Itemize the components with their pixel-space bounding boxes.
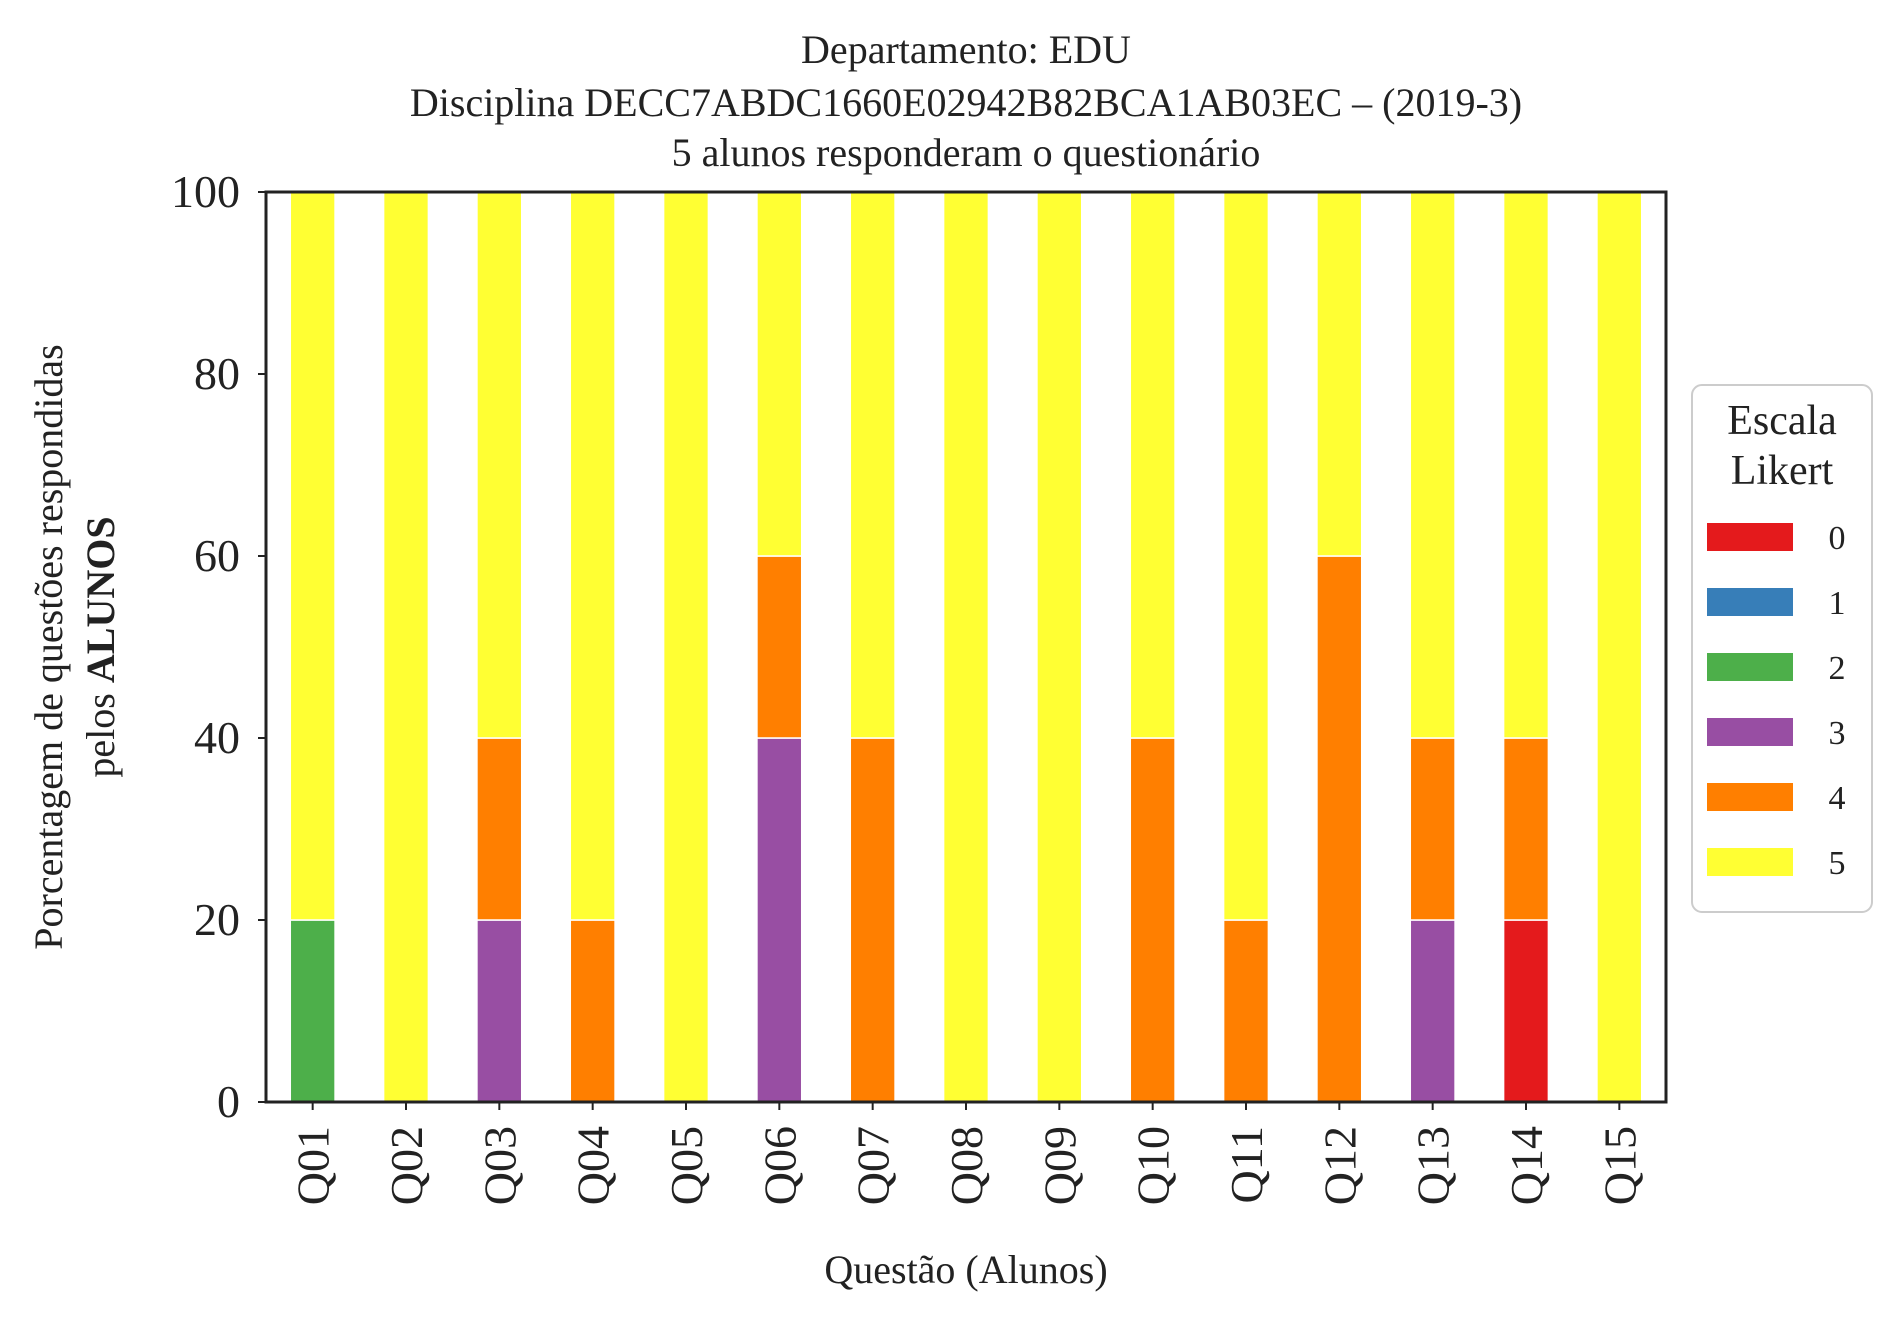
legend-swatch-2 (1707, 653, 1793, 681)
bar-q13-likert-5 (1409, 191, 1456, 739)
x-tick-label-q10: Q10 (1128, 1126, 1179, 1205)
legend-label-5: 5 (1829, 845, 1846, 882)
bar-q13-likert-4 (1409, 737, 1456, 921)
y-axis-label: Porcentagem de questões respondidas pelo… (26, 344, 123, 949)
legend-swatch-4 (1707, 783, 1793, 811)
x-tick-label-q13: Q13 (1408, 1126, 1459, 1205)
legend-label-0: 0 (1829, 520, 1846, 557)
bar-q13-likert-3 (1409, 919, 1456, 1103)
y-tick-label-20: 20 (194, 894, 240, 945)
legend-swatch-0 (1707, 523, 1793, 551)
x-tick-label-q06: Q06 (754, 1126, 805, 1205)
x-tick-label-q01: Q01 (288, 1126, 339, 1205)
bar-q03-likert-3 (476, 919, 523, 1103)
legend-title-line-2: Likert (1731, 448, 1834, 494)
legend-label-1: 1 (1829, 585, 1846, 622)
x-tick-label-q14: Q14 (1501, 1126, 1552, 1205)
bar-q05-likert-5 (662, 191, 710, 1103)
y-tick-label-100: 100 (171, 166, 240, 217)
y-axis-ticks: 0 20 40 60 80 100 (171, 166, 266, 1127)
x-axis-ticks: Q01 Q02 Q03 Q04 Q05 Q06 Q07 Q08 Q09 Q10 Q11 Q12 Q13 Q… (288, 1102, 1645, 1205)
bar-q07-likert-4 (849, 737, 896, 1103)
y-tick-label-60: 60 (194, 530, 240, 581)
chart-title-line-1: Departamento: EDU (801, 27, 1131, 72)
legend-title-line-1: Escala (1727, 398, 1837, 444)
legend-frame (1691, 384, 1873, 913)
legend-label-4: 4 (1829, 780, 1846, 817)
y-axis-label-prefix: pelos (78, 683, 123, 777)
legend: Escala Likert 0 1 2 3 4 5 (1691, 384, 1873, 913)
x-tick-label-q08: Q08 (941, 1126, 992, 1205)
bar-q03-likert-4 (476, 737, 523, 921)
x-tick-label-q09: Q09 (1034, 1126, 1085, 1205)
bar-q01-likert-5 (289, 191, 336, 921)
bar-q03-likert-5 (476, 191, 523, 739)
bar-q10-likert-5 (1129, 191, 1176, 739)
y-tick-label-0: 0 (217, 1076, 240, 1127)
legend-swatch-5 (1707, 848, 1793, 876)
bar-q14-likert-0 (1502, 919, 1550, 1103)
legend-label-2: 2 (1829, 650, 1846, 687)
bar-q04-likert-5 (569, 191, 616, 921)
y-axis-label-line-1: Porcentagem de questões respondidas (26, 344, 71, 949)
chart-title-line-2: Disciplina DECC7ABDC1660E02942B82BCA1AB0… (410, 80, 1522, 125)
bar-q08-likert-5 (942, 191, 990, 1103)
y-axis-label-line-2: pelos ALUNOS (78, 516, 123, 777)
legend-swatch-3 (1707, 718, 1793, 746)
bar-q06-likert-4 (756, 555, 803, 739)
bar-q02-likert-5 (382, 191, 430, 1103)
bar-q06-likert-5 (756, 191, 803, 557)
bar-q10-likert-4 (1129, 737, 1176, 1103)
bars (289, 191, 1643, 1103)
x-tick-label-q03: Q03 (474, 1126, 525, 1205)
x-tick-label-q11: Q11 (1221, 1126, 1272, 1204)
x-tick-label-q07: Q07 (848, 1126, 899, 1205)
bar-q15-likert-5 (1596, 191, 1643, 1103)
x-tick-label-q05: Q05 (661, 1126, 712, 1205)
bar-q14-likert-4 (1502, 737, 1550, 921)
legend-items: 0 1 2 3 4 5 (1707, 520, 1846, 882)
x-tick-label-q04: Q04 (568, 1126, 619, 1205)
y-tick-label-40: 40 (194, 712, 240, 763)
bar-q11-likert-4 (1222, 919, 1270, 1103)
bar-q11-likert-5 (1222, 191, 1270, 921)
y-tick-label-80: 80 (194, 348, 240, 399)
bar-q12-likert-4 (1316, 555, 1363, 1103)
x-tick-label-q02: Q02 (381, 1126, 432, 1205)
chart-title: Departamento: EDU Disciplina DECC7ABDC16… (410, 27, 1522, 175)
legend-label-3: 3 (1829, 715, 1846, 752)
chart-title-line-3: 5 alunos responderam o questionário (672, 130, 1261, 175)
bar-q12-likert-5 (1316, 191, 1363, 557)
legend-swatch-1 (1707, 588, 1793, 616)
x-tick-label-q15: Q15 (1594, 1126, 1645, 1205)
bar-q01-likert-2 (289, 919, 336, 1103)
y-axis-label-bold: ALUNOS (78, 516, 123, 683)
bar-q14-likert-5 (1502, 191, 1550, 739)
x-tick-label-q12: Q12 (1314, 1126, 1365, 1205)
bar-q06-likert-3 (756, 737, 803, 1103)
bar-q04-likert-4 (569, 919, 616, 1103)
bar-q07-likert-5 (849, 191, 896, 739)
bar-q09-likert-5 (1036, 191, 1083, 1103)
x-axis-label: Questão (Alunos) (824, 1247, 1107, 1292)
